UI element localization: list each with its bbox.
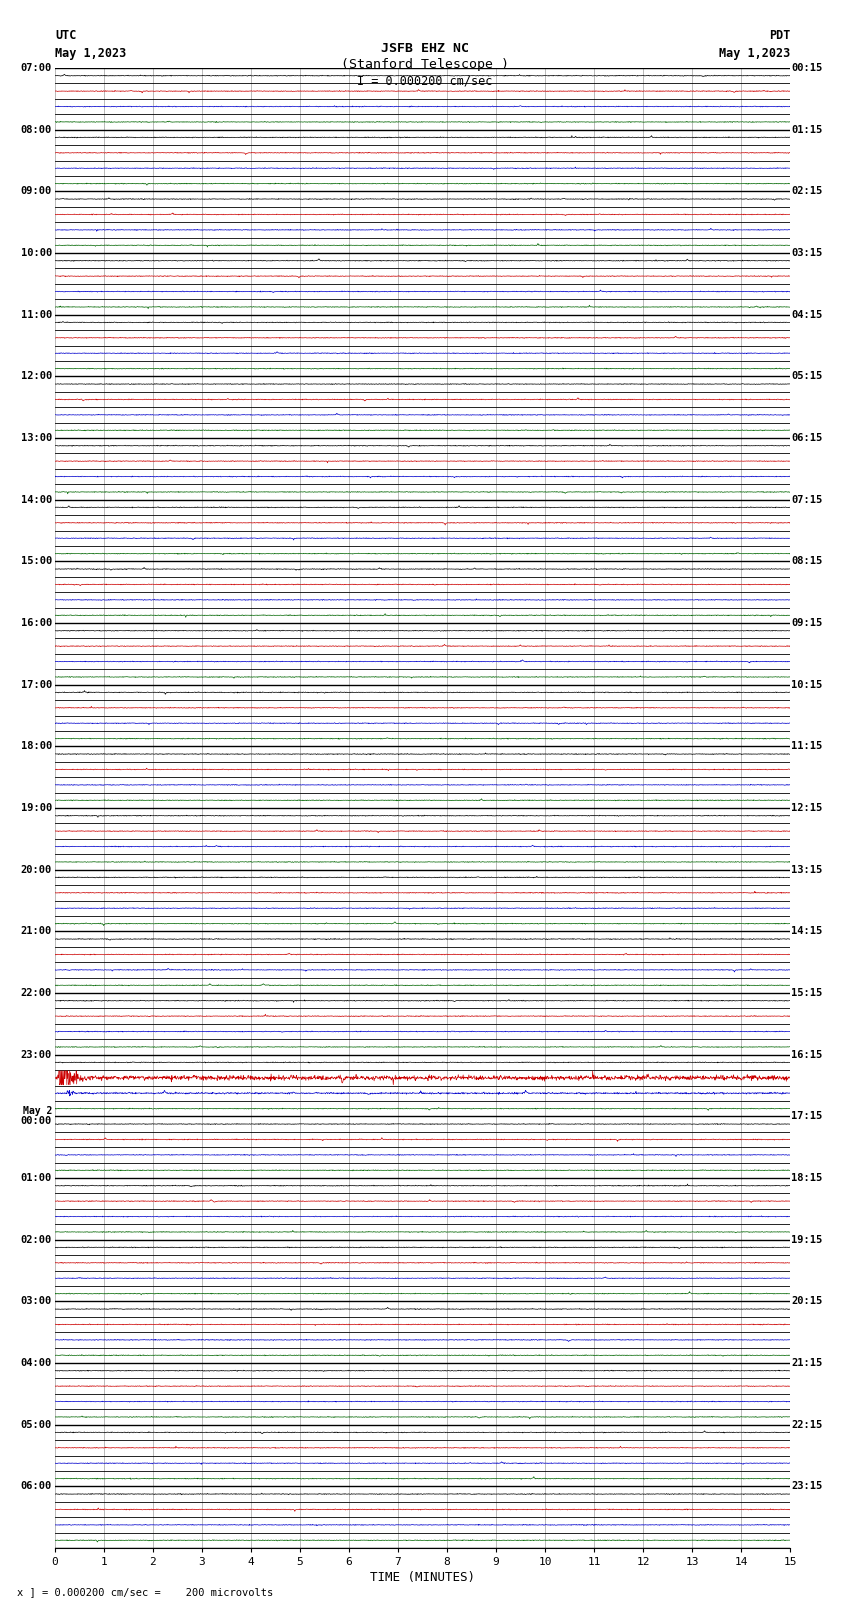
Text: 09:00: 09:00 [20, 187, 52, 197]
Text: 21:15: 21:15 [791, 1358, 823, 1368]
Text: 05:00: 05:00 [20, 1419, 52, 1429]
Text: 15:00: 15:00 [20, 556, 52, 566]
Text: 14:15: 14:15 [791, 926, 823, 936]
Text: 02:00: 02:00 [20, 1234, 52, 1245]
Text: 19:00: 19:00 [20, 803, 52, 813]
Text: May 1,2023: May 1,2023 [719, 47, 790, 60]
Text: 08:00: 08:00 [20, 124, 52, 134]
Text: 06:15: 06:15 [791, 432, 823, 444]
Text: 10:15: 10:15 [791, 679, 823, 690]
Text: 04:00: 04:00 [20, 1358, 52, 1368]
Text: 14:00: 14:00 [20, 495, 52, 505]
Text: 13:15: 13:15 [791, 865, 823, 874]
Text: 20:15: 20:15 [791, 1297, 823, 1307]
Text: 13:00: 13:00 [20, 432, 52, 444]
Text: 03:00: 03:00 [20, 1297, 52, 1307]
Text: 04:15: 04:15 [791, 310, 823, 319]
Text: (Stanford Telescope ): (Stanford Telescope ) [341, 58, 509, 71]
Text: 02:15: 02:15 [791, 187, 823, 197]
Text: 03:15: 03:15 [791, 248, 823, 258]
Text: 01:00: 01:00 [20, 1173, 52, 1182]
Text: I = 0.000200 cm/sec: I = 0.000200 cm/sec [357, 74, 493, 87]
X-axis label: TIME (MINUTES): TIME (MINUTES) [370, 1571, 475, 1584]
Text: 00:15: 00:15 [791, 63, 823, 73]
Text: 12:15: 12:15 [791, 803, 823, 813]
Text: 08:15: 08:15 [791, 556, 823, 566]
Text: 11:00: 11:00 [20, 310, 52, 319]
Text: 16:00: 16:00 [20, 618, 52, 627]
Text: 22:15: 22:15 [791, 1419, 823, 1429]
Text: 22:00: 22:00 [20, 989, 52, 998]
Text: 12:00: 12:00 [20, 371, 52, 381]
Text: 20:00: 20:00 [20, 865, 52, 874]
Text: JSFB EHZ NC: JSFB EHZ NC [381, 42, 469, 55]
Text: 11:15: 11:15 [791, 742, 823, 752]
Text: 18:00: 18:00 [20, 742, 52, 752]
Text: 21:00: 21:00 [20, 926, 52, 936]
Text: May 1,2023: May 1,2023 [55, 47, 127, 60]
Text: 10:00: 10:00 [20, 248, 52, 258]
Text: 05:15: 05:15 [791, 371, 823, 381]
Text: 23:15: 23:15 [791, 1481, 823, 1492]
Text: 06:00: 06:00 [20, 1481, 52, 1492]
Text: 07:15: 07:15 [791, 495, 823, 505]
Text: 17:15: 17:15 [791, 1111, 823, 1121]
Text: x ] = 0.000200 cm/sec =    200 microvolts: x ] = 0.000200 cm/sec = 200 microvolts [17, 1587, 273, 1597]
Text: 01:15: 01:15 [791, 124, 823, 134]
Text: 17:00: 17:00 [20, 679, 52, 690]
Text: 18:15: 18:15 [791, 1173, 823, 1182]
Text: PDT: PDT [768, 29, 790, 42]
Text: 19:15: 19:15 [791, 1234, 823, 1245]
Text: 07:00: 07:00 [20, 63, 52, 73]
Text: May 2: May 2 [23, 1107, 52, 1116]
Text: 00:00: 00:00 [20, 1116, 52, 1126]
Text: 15:15: 15:15 [791, 989, 823, 998]
Text: 09:15: 09:15 [791, 618, 823, 627]
Text: UTC: UTC [55, 29, 76, 42]
Text: 23:00: 23:00 [20, 1050, 52, 1060]
Text: 16:15: 16:15 [791, 1050, 823, 1060]
